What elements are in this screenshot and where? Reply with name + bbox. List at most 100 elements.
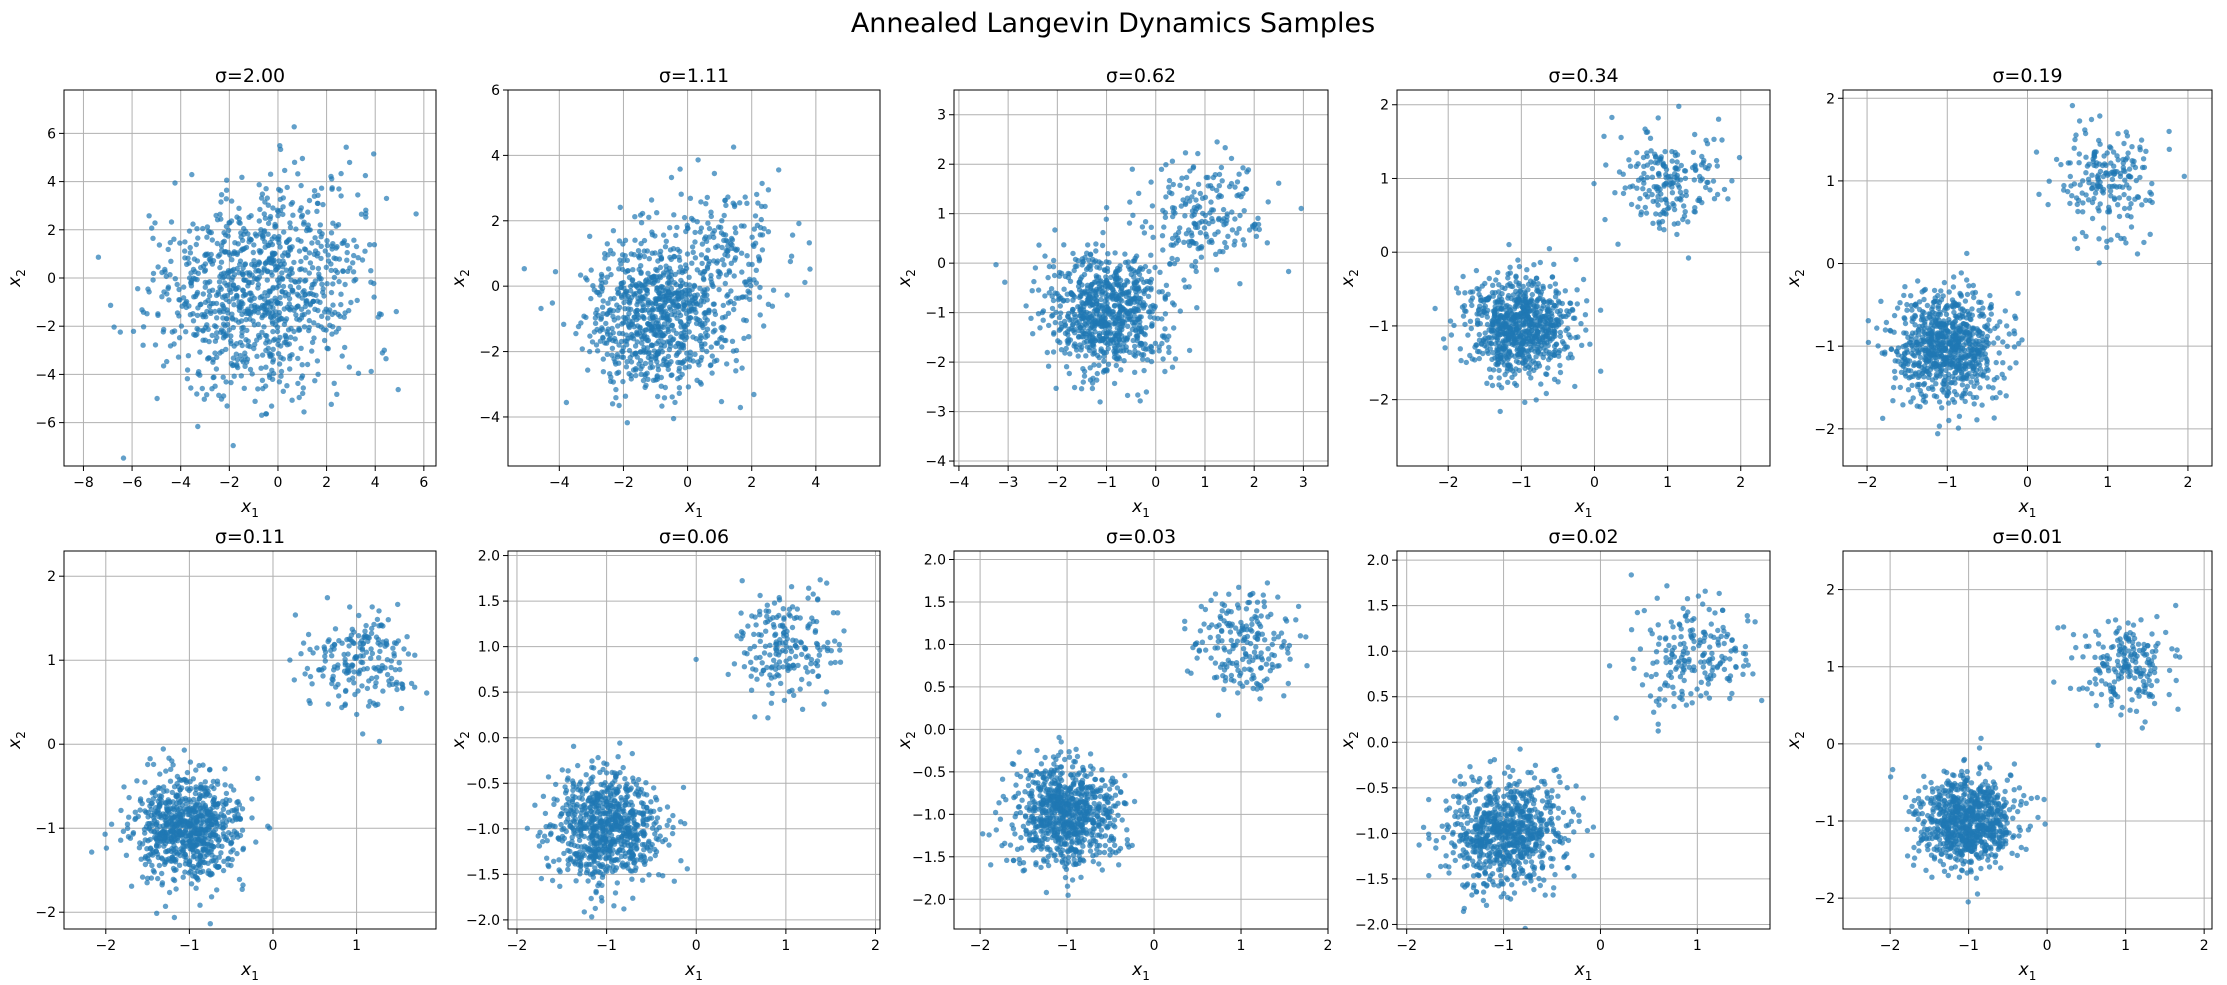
scatter-point bbox=[1985, 384, 1992, 390]
scatter-point bbox=[228, 379, 234, 386]
x-tick-label: −2 bbox=[613, 475, 634, 491]
scatter-point bbox=[1880, 415, 1886, 421]
scatter-point bbox=[289, 352, 295, 358]
subplot-title: σ=0.34 bbox=[1548, 65, 1618, 87]
scatter-point bbox=[1669, 158, 1675, 164]
scatter-point bbox=[1495, 269, 1501, 276]
scatter-point bbox=[1991, 415, 1997, 421]
scatter-point bbox=[1661, 210, 1667, 217]
y-tick-label: 6 bbox=[47, 126, 56, 142]
scatter-point bbox=[1099, 242, 1106, 249]
scatter-point bbox=[1240, 165, 1246, 171]
scatter-point bbox=[202, 284, 208, 290]
scatter-point bbox=[1666, 182, 1673, 188]
scatter-point bbox=[297, 266, 303, 273]
scatter-point bbox=[1490, 282, 1496, 288]
scatter-point bbox=[1897, 300, 1903, 306]
scatter-point bbox=[1058, 310, 1064, 316]
scatter-point bbox=[298, 345, 304, 351]
scatter-point bbox=[1149, 309, 1155, 315]
scatter-point bbox=[1502, 331, 1508, 337]
scatter-point bbox=[616, 402, 622, 409]
scatter-point bbox=[549, 300, 556, 306]
scatter-point bbox=[2011, 331, 2018, 337]
scatter-point bbox=[1285, 268, 1292, 275]
scatter-point bbox=[302, 267, 308, 273]
scatter-point bbox=[1094, 298, 1100, 304]
scatter-point bbox=[1220, 206, 1227, 213]
scatter-point bbox=[175, 354, 182, 360]
scatter-point bbox=[219, 301, 225, 308]
scatter-point bbox=[325, 258, 332, 264]
scatter-point bbox=[344, 257, 350, 263]
scatter-point bbox=[751, 226, 757, 232]
scatter-point bbox=[993, 262, 999, 268]
scatter-point bbox=[585, 367, 591, 373]
scatter-point bbox=[670, 415, 677, 422]
scatter-point bbox=[1951, 309, 1957, 316]
scatter-point bbox=[689, 244, 696, 250]
scatter-point bbox=[251, 258, 257, 264]
y-tick-label: 6 bbox=[491, 83, 500, 99]
scatter-point bbox=[632, 343, 639, 349]
scatter-point bbox=[1912, 313, 1919, 320]
scatter-point bbox=[270, 252, 277, 258]
scatter-point bbox=[1556, 300, 1563, 306]
scatter-point bbox=[708, 213, 714, 220]
scatter-point bbox=[749, 234, 755, 240]
scatter-point bbox=[220, 374, 226, 380]
scatter-point bbox=[270, 328, 276, 335]
scatter-point bbox=[699, 346, 705, 353]
y-tick-label: 1 bbox=[937, 207, 946, 223]
scatter-point bbox=[1143, 325, 1149, 331]
scatter-point bbox=[1104, 268, 1111, 275]
scatter-point bbox=[644, 337, 650, 344]
scatter-point bbox=[228, 289, 234, 295]
scatter-point bbox=[287, 356, 293, 362]
scatter-point bbox=[1122, 251, 1128, 257]
scatter-point bbox=[265, 202, 271, 208]
scatter-point bbox=[1232, 216, 1238, 222]
scatter-point bbox=[619, 321, 625, 327]
scatter-point bbox=[1265, 199, 1271, 205]
scatter-point bbox=[1127, 316, 1133, 322]
scatter-point bbox=[244, 327, 250, 334]
scatter-point bbox=[1199, 195, 1206, 201]
scatter-point bbox=[1525, 314, 1532, 320]
scatter-point bbox=[615, 323, 621, 329]
scatter-point bbox=[1474, 317, 1481, 323]
scatter-point bbox=[1505, 379, 1511, 385]
scatter-point bbox=[757, 312, 763, 318]
scatter-point bbox=[1101, 313, 1107, 319]
scatter-point bbox=[298, 238, 304, 244]
scatter-point bbox=[1939, 342, 1946, 348]
scatter-point bbox=[1939, 387, 1945, 393]
scatter-points bbox=[993, 139, 1304, 405]
scatter-point bbox=[208, 251, 214, 258]
scatter-point bbox=[696, 362, 702, 368]
scatter-point bbox=[251, 263, 258, 269]
scatter-point bbox=[1142, 332, 1148, 338]
scatter-point bbox=[598, 283, 604, 290]
scatter-point bbox=[683, 296, 690, 302]
axes-frame bbox=[507, 89, 881, 467]
scatter-point bbox=[336, 278, 342, 285]
scatter-point bbox=[1146, 268, 1152, 275]
scatter-point bbox=[219, 348, 225, 355]
scatter-point bbox=[747, 278, 753, 284]
scatter-point bbox=[1950, 373, 1956, 380]
scatter-point bbox=[259, 191, 266, 197]
scatter-point bbox=[1096, 280, 1102, 286]
scatter-point bbox=[1984, 356, 1990, 363]
scatter-point bbox=[322, 248, 328, 254]
scatter-point bbox=[1492, 310, 1498, 316]
scatter-point bbox=[733, 368, 739, 374]
scatter-point bbox=[1967, 391, 1973, 397]
scatter-point bbox=[719, 244, 725, 251]
scatter-point bbox=[1105, 345, 1111, 352]
scatter-point bbox=[1035, 287, 1042, 293]
scatter-point bbox=[1253, 233, 1260, 239]
scatter-point bbox=[1657, 156, 1663, 162]
scatter-point bbox=[344, 249, 350, 256]
